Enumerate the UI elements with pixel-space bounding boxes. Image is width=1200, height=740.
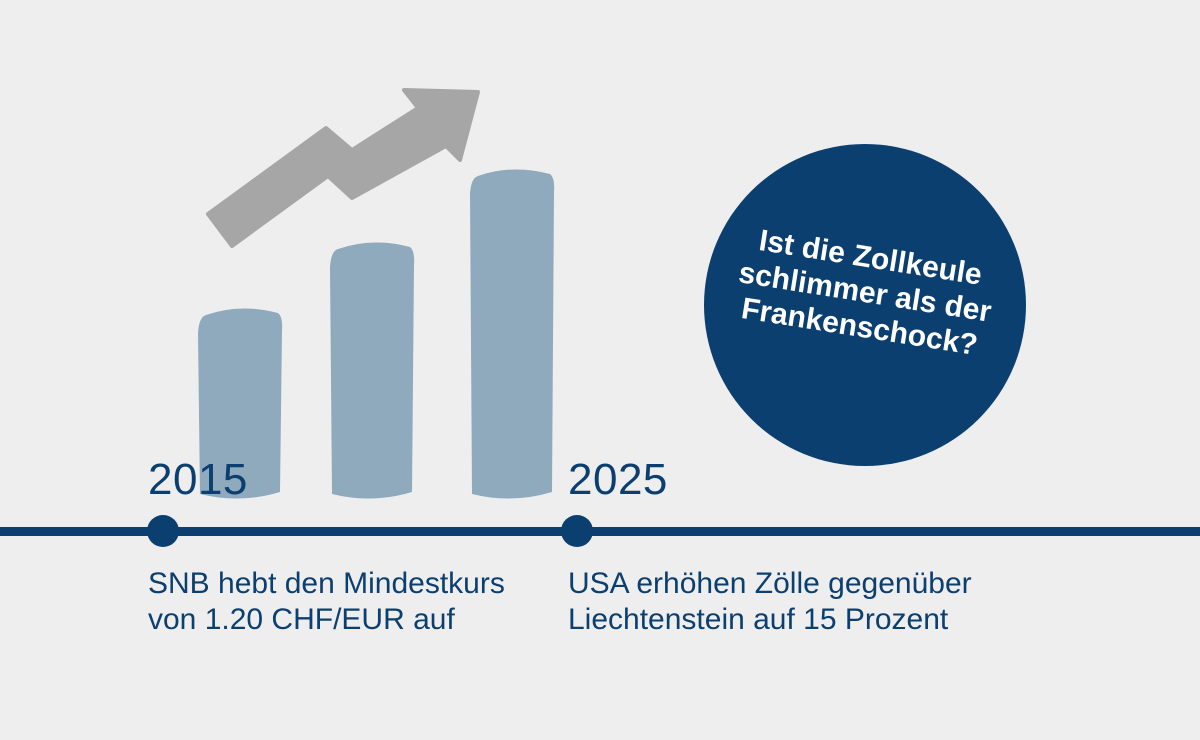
timeline-marker-2015 xyxy=(147,515,179,547)
question-badge xyxy=(704,144,1026,466)
bar-2 xyxy=(330,242,415,499)
bar-group xyxy=(198,169,555,499)
bar-1 xyxy=(198,308,283,499)
timeline-marker-2025 xyxy=(561,515,593,547)
event-line: von 1.20 CHF/EUR auf xyxy=(148,603,455,636)
event-line: USA erhöhen Zölle gegenüber xyxy=(568,567,972,600)
event-description-2025: USA erhöhen Zölle gegenüber Liechtenstei… xyxy=(568,566,972,638)
rising-trend-arrow-icon xyxy=(206,88,480,248)
timeline-line xyxy=(0,527,1200,536)
event-year-2025: 2025 xyxy=(568,455,668,504)
bar-3 xyxy=(470,169,555,499)
event-year-2015: 2015 xyxy=(148,455,248,504)
event-description-2015: SNB hebt den Mindestkurs von 1.20 CHF/EU… xyxy=(148,566,505,638)
event-line: Liechtenstein auf 15 Prozent xyxy=(568,603,949,636)
event-line: SNB hebt den Mindestkurs xyxy=(148,567,505,600)
